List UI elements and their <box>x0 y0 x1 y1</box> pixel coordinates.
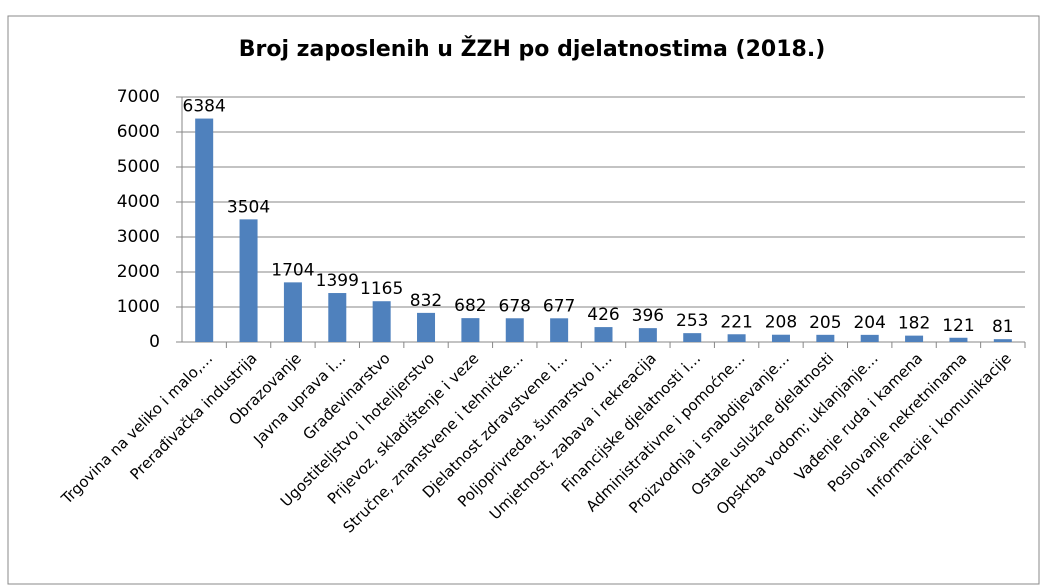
y-tick-label: 0 <box>149 332 160 352</box>
value-label: 221 <box>720 312 752 332</box>
value-label: 81 <box>992 317 1014 337</box>
value-label: 253 <box>676 311 708 331</box>
value-label: 426 <box>587 305 619 325</box>
bar <box>727 334 746 342</box>
bar <box>771 334 790 342</box>
bar <box>239 219 258 342</box>
value-label: 1165 <box>360 279 403 299</box>
value-label: 121 <box>942 316 974 336</box>
bar <box>283 282 302 342</box>
value-label: 832 <box>410 291 442 311</box>
chart-border <box>7 15 1040 585</box>
bar <box>683 333 702 342</box>
bar <box>594 327 613 342</box>
bar <box>328 293 347 342</box>
bar <box>949 337 968 342</box>
value-label: 3504 <box>227 197 270 217</box>
bar <box>638 328 657 342</box>
bar <box>905 335 924 342</box>
y-tick-label: 2000 <box>117 262 160 282</box>
value-label: 1704 <box>271 260 314 280</box>
bar <box>860 334 879 342</box>
bar <box>550 318 569 342</box>
y-tick-label: 7000 <box>117 87 160 107</box>
bar <box>417 312 436 342</box>
value-label: 1399 <box>316 271 359 291</box>
y-tick-label: 4000 <box>117 192 160 212</box>
value-label: 205 <box>809 313 841 333</box>
bar <box>461 318 480 342</box>
chart-title: Broj zaposlenih u ŽZH po djelatnostima (… <box>239 36 826 62</box>
value-label: 208 <box>765 313 797 333</box>
y-tick-label: 1000 <box>117 297 160 317</box>
bar <box>505 318 524 342</box>
bar <box>993 339 1012 342</box>
bar <box>816 334 835 342</box>
y-tick-label: 5000 <box>117 157 160 177</box>
value-label: 182 <box>898 314 930 334</box>
value-label: 6384 <box>183 97 226 117</box>
bar <box>372 301 391 342</box>
value-label: 204 <box>853 313 885 333</box>
value-label: 682 <box>454 296 486 316</box>
value-label: 677 <box>543 296 575 316</box>
value-label: 678 <box>499 296 531 316</box>
bar <box>195 118 214 342</box>
value-label: 396 <box>632 306 664 326</box>
y-tick-label: 3000 <box>117 227 160 247</box>
y-tick-label: 6000 <box>117 122 160 142</box>
